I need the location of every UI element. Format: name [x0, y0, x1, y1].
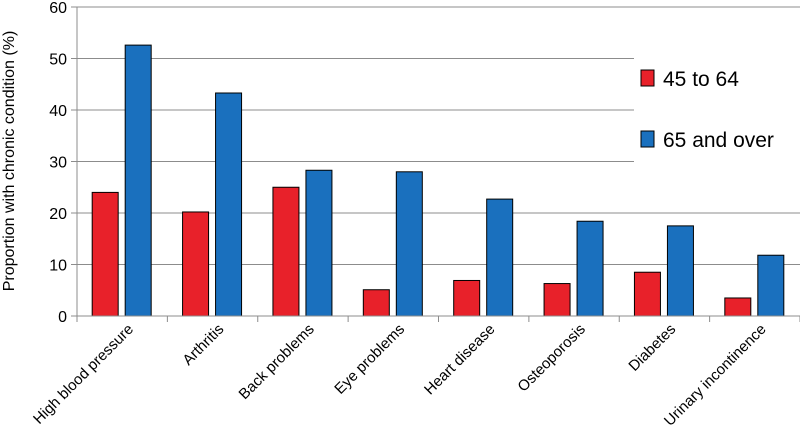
bar-45-to-64 [453, 279, 481, 317]
y-tick-label: 50 [49, 52, 67, 69]
y-tick-label: 40 [49, 103, 67, 120]
x-category-label: High blood pressure [30, 321, 137, 428]
bar-45-to-64 [633, 271, 661, 317]
x-category-label: Osteoporosis [514, 321, 589, 396]
legend-label: 45 to 64 [663, 68, 739, 91]
bar-65-and-over [305, 169, 333, 317]
y-tick-label: 60 [49, 0, 67, 17]
x-category-label: Heart disease [421, 321, 498, 398]
bar-45-to-64 [543, 283, 571, 317]
bar-65-and-over [395, 171, 423, 317]
x-category-label: Arthritis [179, 321, 227, 369]
bar-45-to-64 [724, 297, 752, 317]
bar-65-and-over [215, 92, 243, 317]
y-tick-label: 20 [49, 206, 67, 223]
legend-swatch [640, 69, 655, 87]
bar-45-to-64 [91, 191, 119, 317]
legend: 45 to 64 65 and over [634, 40, 800, 173]
bar-45-to-64 [182, 211, 210, 317]
y-tick-label: 0 [58, 309, 67, 326]
legend-swatch [640, 130, 655, 148]
bars [91, 44, 785, 317]
bar-65-and-over [666, 225, 694, 317]
bar-65-and-over [486, 198, 514, 317]
y-axis-title: Proportion with chronic condition (%) [1, 31, 18, 292]
bar-65-and-over [576, 220, 604, 317]
y-tick-label: 30 [49, 155, 67, 172]
x-category-label: Diabetes [625, 321, 679, 375]
x-category-label: Urinary incontinence [661, 321, 770, 430]
bar-45-to-64 [362, 289, 390, 317]
legend-background [634, 40, 800, 173]
y-tick-label: 10 [49, 258, 67, 275]
bar-65-and-over [124, 44, 152, 317]
x-category-labels: High blood pressure Arthritis Back problem… [30, 321, 770, 430]
x-category-label: Eye problems [331, 321, 408, 398]
y-tick-labels: 0 10 20 30 40 50 60 [49, 0, 77, 326]
bar-45-to-64 [272, 186, 300, 317]
legend-label: 65 and over [663, 129, 774, 152]
bar-65-and-over [757, 254, 785, 317]
x-category-label: Back problems [236, 321, 318, 403]
